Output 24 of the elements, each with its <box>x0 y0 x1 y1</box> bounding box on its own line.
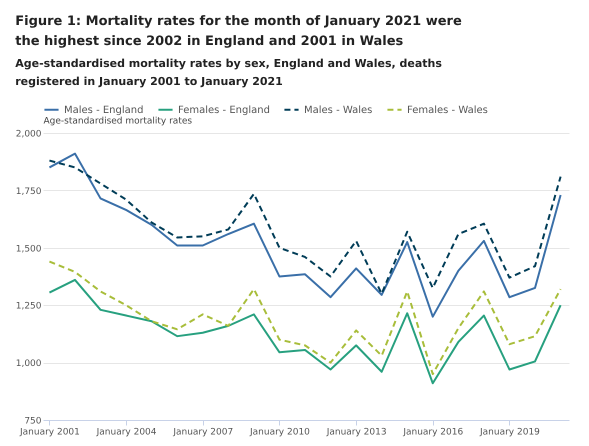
y-tick-label: 750 <box>24 416 42 426</box>
x-tick-label: January 2019 <box>479 428 540 438</box>
legend-label: Females - England <box>178 104 270 116</box>
x-tick-label: January 2001 <box>18 428 80 438</box>
y-tick-label: 1,500 <box>16 244 42 254</box>
legend-label: Males - England <box>64 104 144 116</box>
line-series <box>48 160 562 295</box>
x-tick-label: January 2007 <box>172 428 234 438</box>
chart-subtitle: Age-standardised mortality rates by sex, England and Wales, deaths registered in January 2001 to January 2021 <box>15 57 442 88</box>
legend-label: Males - Wales <box>304 104 372 116</box>
chart-title: Figure 1: Mortality rates for the month of January 2021 were the highest since 2002 in England and 2001 in Wales <box>15 14 462 49</box>
y-tick-label: 2,000 <box>16 130 42 140</box>
x-tick-label: January 2010 <box>249 428 310 438</box>
y-axis-title: Age-standardised mortality rates <box>44 116 192 126</box>
y-tick-label: 1,250 <box>16 302 42 312</box>
x-tick-label: January 2013 <box>326 428 387 438</box>
line-series <box>48 260 562 376</box>
line-series <box>48 152 562 318</box>
line-series <box>48 278 562 384</box>
x-tick-label: January 2016 <box>402 428 464 438</box>
y-tick-label: 1,000 <box>16 359 42 370</box>
y-tick-label: 1,750 <box>16 186 42 197</box>
legend-label: Females - Wales <box>407 104 488 116</box>
x-tick-label: January 2004 <box>96 428 157 438</box>
